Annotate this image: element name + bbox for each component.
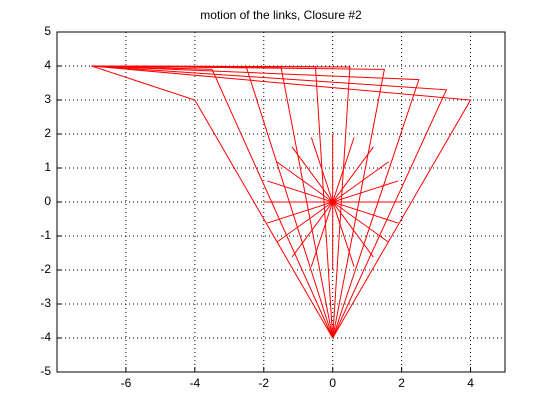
link-line bbox=[91, 65, 472, 339]
y-tick-label: 5 bbox=[44, 24, 51, 38]
y-tick-label: 0 bbox=[44, 194, 51, 208]
y-tick-label: 3 bbox=[44, 92, 51, 106]
y-tick-label: -1 bbox=[40, 228, 51, 242]
y-tick-label: -5 bbox=[40, 364, 51, 378]
x-tick-label: -4 bbox=[190, 376, 201, 390]
x-tick-label: 4 bbox=[467, 376, 474, 390]
y-tick-label: -3 bbox=[40, 296, 51, 310]
y-tick-label: 2 bbox=[44, 126, 51, 140]
x-tick-label: 2 bbox=[398, 376, 405, 390]
plot-frame bbox=[56, 31, 506, 373]
y-tick-label: 4 bbox=[44, 58, 51, 72]
x-tick-label: -6 bbox=[121, 376, 132, 390]
x-tick-label: -2 bbox=[258, 376, 269, 390]
x-tick-label: 0 bbox=[329, 376, 336, 390]
y-tick-label: 1 bbox=[44, 160, 51, 174]
y-tick-label: -4 bbox=[40, 330, 51, 344]
y-tick-label: -2 bbox=[40, 262, 51, 276]
chart-title: motion of the links, Closure #2 bbox=[200, 8, 362, 22]
